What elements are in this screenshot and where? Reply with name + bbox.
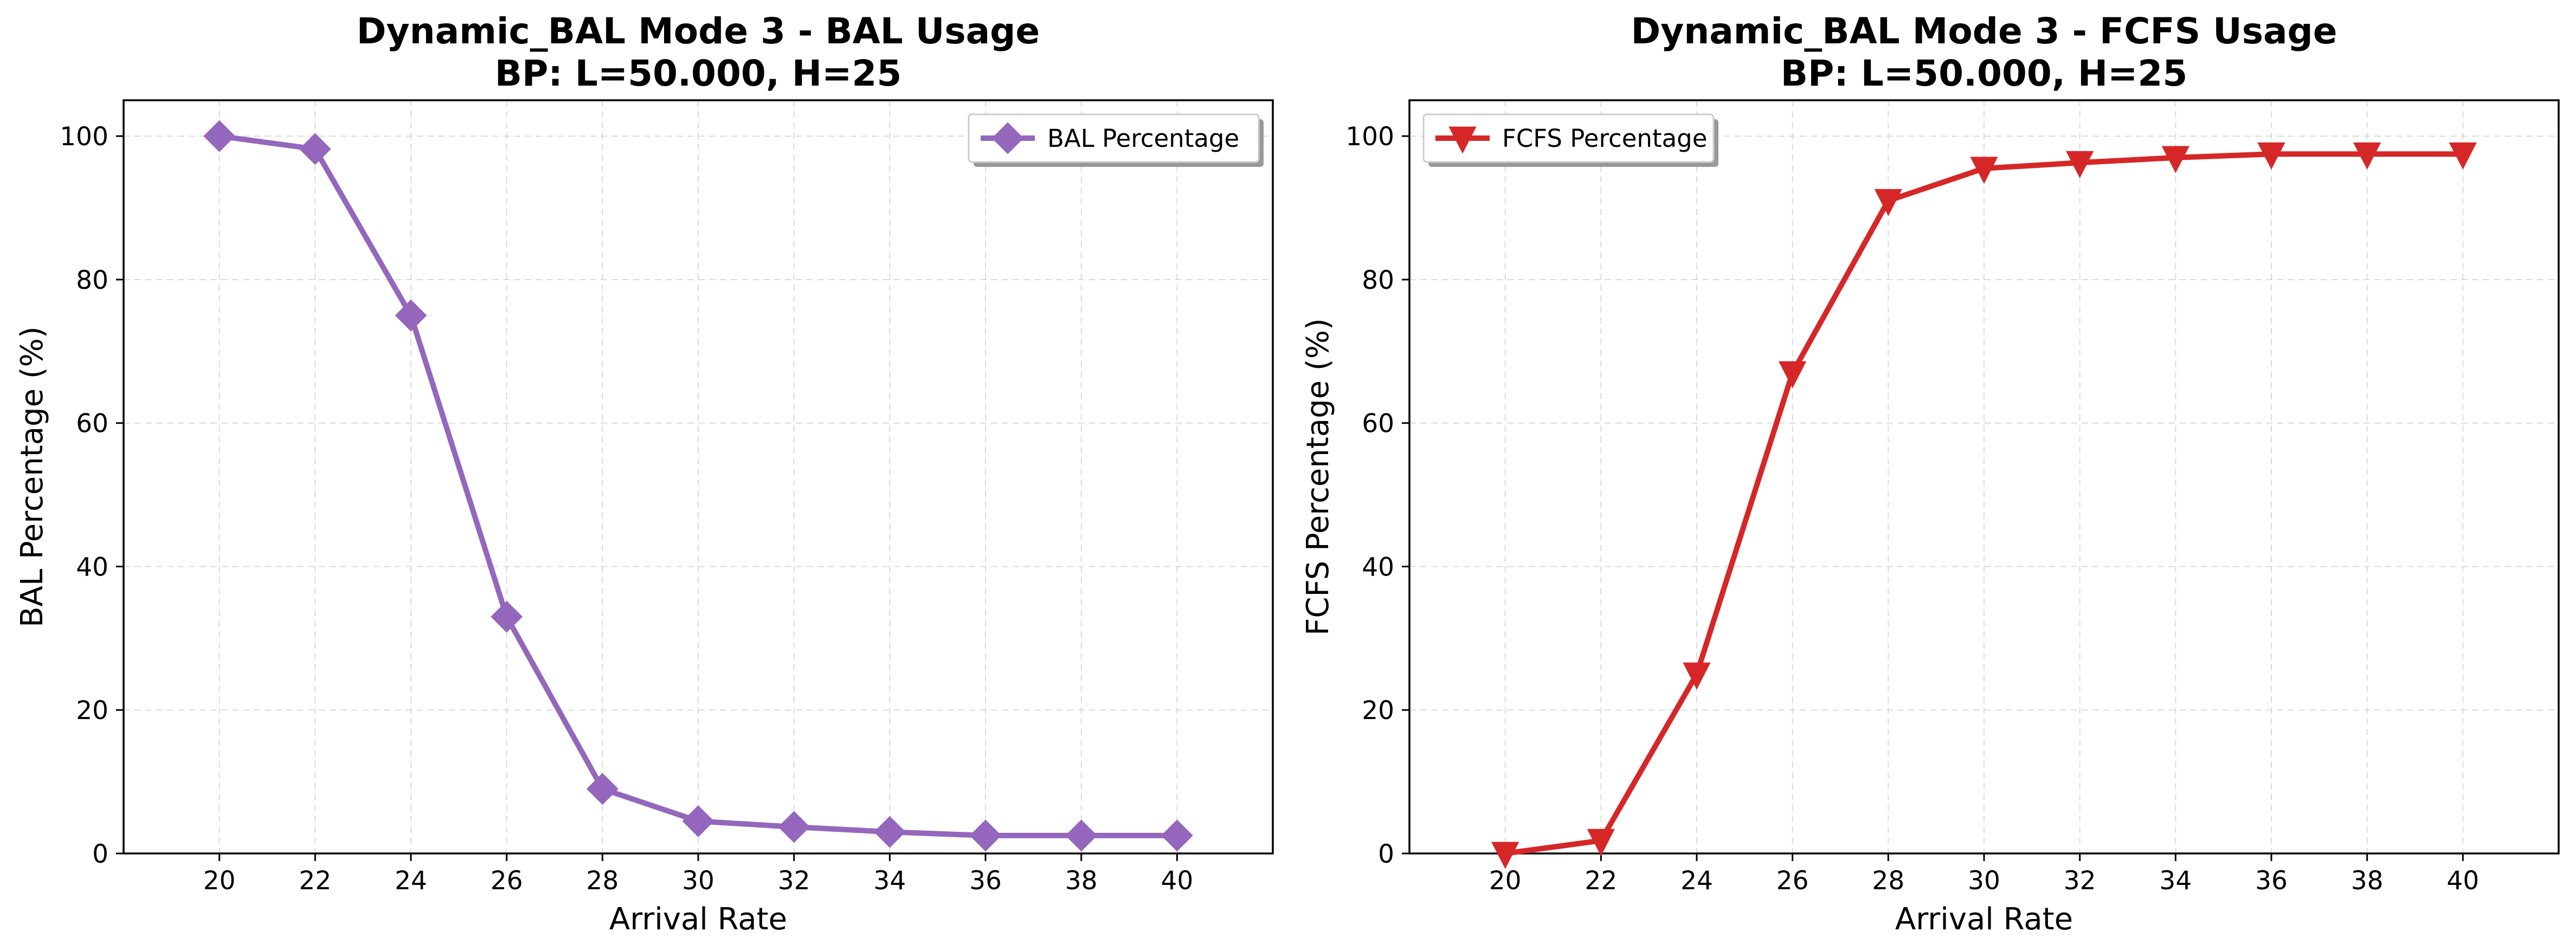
y-tick-label: 100 xyxy=(1345,122,1394,152)
x-tick-label: 32 xyxy=(778,866,810,896)
y-axis-label: FCFS Percentage (%) xyxy=(1300,318,1336,636)
data-point xyxy=(2449,142,2477,170)
chart-title-line1: Dynamic_BAL Mode 3 - FCFS Usage xyxy=(1631,10,2337,52)
data-point xyxy=(491,600,523,633)
data-point xyxy=(873,816,906,848)
legend-box xyxy=(1422,113,1715,163)
x-tick-label: 24 xyxy=(1680,866,1713,896)
y-tick-label: 40 xyxy=(1362,552,1394,582)
y-tick-label: 40 xyxy=(76,552,108,582)
data-point xyxy=(1491,842,1519,869)
legend-label: FCFS Percentage xyxy=(1502,124,1707,153)
x-axis-label: Arrival Rate xyxy=(1895,902,2073,937)
data-point xyxy=(2257,142,2285,170)
y-tick-label: 60 xyxy=(76,409,108,439)
x-tick-label: 28 xyxy=(1872,866,1904,896)
y-tick-label: 100 xyxy=(60,122,108,152)
y-axis-label: BAL Percentage (%) xyxy=(15,326,50,627)
x-tick-label: 26 xyxy=(1776,866,1809,896)
x-tick-label: 24 xyxy=(395,866,427,896)
y-tick-label: 20 xyxy=(1362,696,1394,726)
x-tick-label: 40 xyxy=(2446,866,2479,896)
x-tick-label: 34 xyxy=(2159,866,2192,896)
x-tick-label: 28 xyxy=(586,866,619,896)
legend-label: BAL Percentage xyxy=(1047,124,1239,153)
data-point xyxy=(586,773,619,805)
x-tick-label: 40 xyxy=(1161,866,1193,896)
x-tick-label: 36 xyxy=(2255,866,2288,896)
data-point xyxy=(1683,662,1711,690)
data-point xyxy=(1065,819,1098,852)
data-point xyxy=(2353,142,2381,170)
chart-title-line2: BP: L=50.000, H=25 xyxy=(1781,53,2188,94)
x-tick-label: 22 xyxy=(299,866,331,896)
data-point xyxy=(1587,829,1615,856)
x-tick-label: 26 xyxy=(491,866,523,896)
legend-box xyxy=(968,113,1260,163)
x-tick-label: 30 xyxy=(1968,866,2000,896)
data-point xyxy=(778,811,810,843)
data-point xyxy=(1874,189,1902,216)
legend-marker xyxy=(991,122,1024,154)
x-tick-label: 36 xyxy=(969,866,1002,896)
x-tick-label: 32 xyxy=(2064,866,2096,896)
data-point xyxy=(2161,146,2189,173)
x-tick-label: 20 xyxy=(203,866,236,896)
y-tick-label: 0 xyxy=(92,839,108,869)
x-tick-label: 34 xyxy=(873,866,906,896)
data-point xyxy=(1161,819,1193,852)
data-point xyxy=(2066,151,2094,178)
data-point xyxy=(395,299,427,332)
x-tick-label: 22 xyxy=(1585,866,1617,896)
data-point xyxy=(969,819,1002,852)
data-point xyxy=(682,805,714,837)
data-point xyxy=(1970,157,1998,184)
y-tick-label: 0 xyxy=(1378,839,1394,869)
y-tick-label: 20 xyxy=(76,696,108,726)
data-point xyxy=(203,120,236,152)
x-axis-label: Arrival Rate xyxy=(609,902,787,937)
data-point xyxy=(299,133,331,165)
x-tick-label: 38 xyxy=(2351,866,2384,896)
x-tick-label: 30 xyxy=(682,866,714,896)
y-tick-label: 80 xyxy=(76,266,108,295)
y-tick-label: 80 xyxy=(1362,266,1394,295)
x-tick-label: 20 xyxy=(1489,866,1522,896)
data-point xyxy=(1779,361,1807,389)
y-tick-label: 60 xyxy=(1362,409,1394,439)
x-tick-label: 38 xyxy=(1065,866,1098,896)
chart-title-line2: BP: L=50.000, H=25 xyxy=(495,53,902,94)
legend-marker xyxy=(1448,126,1477,154)
chart-title-line1: Dynamic_BAL Mode 3 - BAL Usage xyxy=(357,10,1040,52)
